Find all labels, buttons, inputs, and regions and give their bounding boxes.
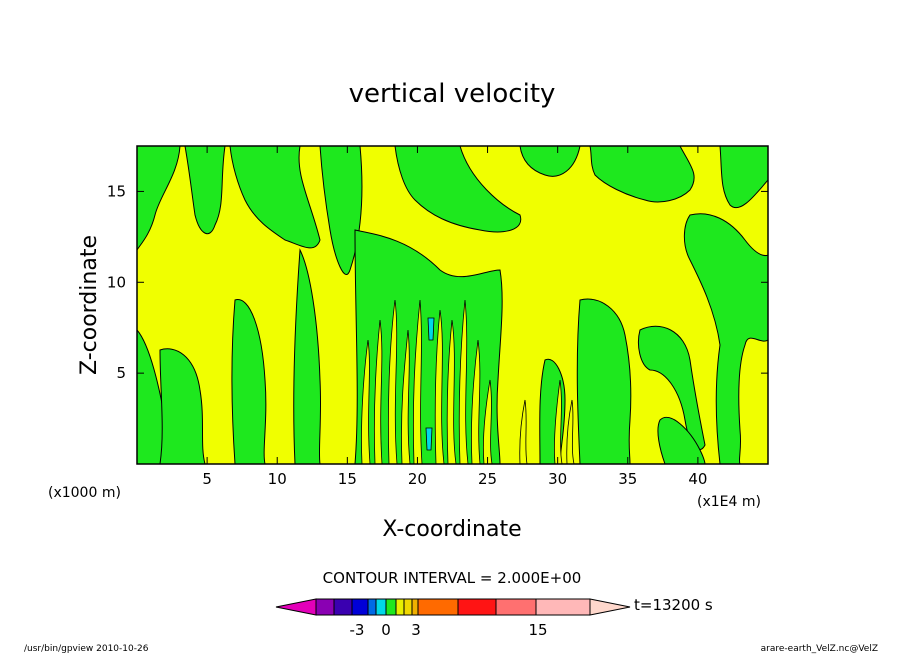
contour-region (293, 248, 322, 464)
colorbar-segment (351, 598, 369, 616)
y-tick-label: 10 (107, 273, 126, 291)
colorbar-segment (385, 598, 397, 616)
colorbar-segment (417, 598, 459, 616)
y-tick-label: 5 (116, 364, 126, 382)
time-label: t=13200 s (634, 596, 713, 614)
colorbar-segment (589, 598, 631, 616)
contour-region (657, 416, 706, 464)
contour-region (229, 146, 321, 249)
filament (519, 399, 528, 464)
colorbar-tick-label: -3 (350, 621, 365, 639)
plot-frame (136, 145, 769, 465)
chart-title: vertical velocity (349, 79, 556, 109)
contour-fields (137, 146, 768, 464)
filament (482, 379, 493, 464)
colorbar-segment (403, 598, 413, 616)
colorbar-tick-label: 3 (411, 621, 421, 639)
y-axis: 5 10 15 (107, 182, 768, 382)
x-tick-label: 30 (548, 470, 567, 488)
contour-region (159, 348, 206, 464)
colorbar-segment (411, 598, 419, 616)
colorbar-tick-label: 15 (528, 621, 547, 639)
contour-region (683, 213, 768, 464)
footer-right: arare-earth_VelZ.nc@VelZ (761, 644, 878, 654)
filament (373, 319, 383, 464)
filament (553, 379, 563, 464)
contour-region (519, 146, 581, 177)
filament (387, 299, 398, 464)
colorbar (275, 598, 631, 616)
colorbar-segment (535, 598, 591, 616)
x-tick-label: 15 (338, 470, 357, 488)
colorbar-ticks: -3 0 3 15 (350, 621, 548, 639)
contour-region (576, 298, 632, 464)
y-tick-label: 15 (107, 182, 126, 200)
filament (434, 309, 445, 464)
colorbar-tick-label: 0 (381, 621, 391, 639)
contour-region (137, 146, 181, 251)
colorbar-segment (457, 598, 497, 616)
filament (446, 319, 457, 464)
colorbar-segment (315, 598, 335, 616)
colorbar-segment (275, 598, 317, 616)
filament (412, 299, 423, 464)
x-tick-label: 10 (268, 470, 287, 488)
colorbar-segment (367, 598, 377, 616)
contour-region (427, 317, 435, 341)
contour-region (589, 146, 695, 203)
x-tick-label: 35 (618, 470, 637, 488)
contour-region (231, 299, 267, 464)
x-axis-label: X-coordinate (382, 517, 521, 542)
contour-region (719, 146, 768, 208)
filament (361, 339, 371, 464)
contour-region (319, 146, 363, 275)
contour-region (184, 146, 226, 235)
x-tick-label: 20 (408, 470, 427, 488)
colorbar-segment (495, 598, 537, 616)
contour-region (394, 146, 522, 233)
filament (458, 299, 469, 464)
x-tick-label: 25 (478, 470, 497, 488)
filament (401, 329, 411, 464)
colorbar-segment (375, 598, 387, 616)
filament (470, 339, 481, 464)
x-unit-left: (x1000 m) (48, 485, 121, 501)
colorbar-segment (333, 598, 353, 616)
contour-interval: CONTOUR INTERVAL = 2.000E+00 (323, 569, 582, 587)
x-unit-right: (x1E4 m) (697, 494, 761, 510)
turbulent-filaments (361, 299, 575, 464)
y-axis-label: Z-coordinate (77, 235, 102, 375)
colorbar-segment (395, 598, 405, 616)
footer-left: /usr/bin/gpview 2010-10-26 (24, 644, 149, 654)
x-axis: 5 10 15 20 25 30 35 40 (202, 146, 707, 488)
x-tick-label: 40 (688, 470, 707, 488)
filament (566, 399, 575, 464)
contour-region (425, 427, 433, 451)
x-tick-label: 5 (202, 470, 212, 488)
